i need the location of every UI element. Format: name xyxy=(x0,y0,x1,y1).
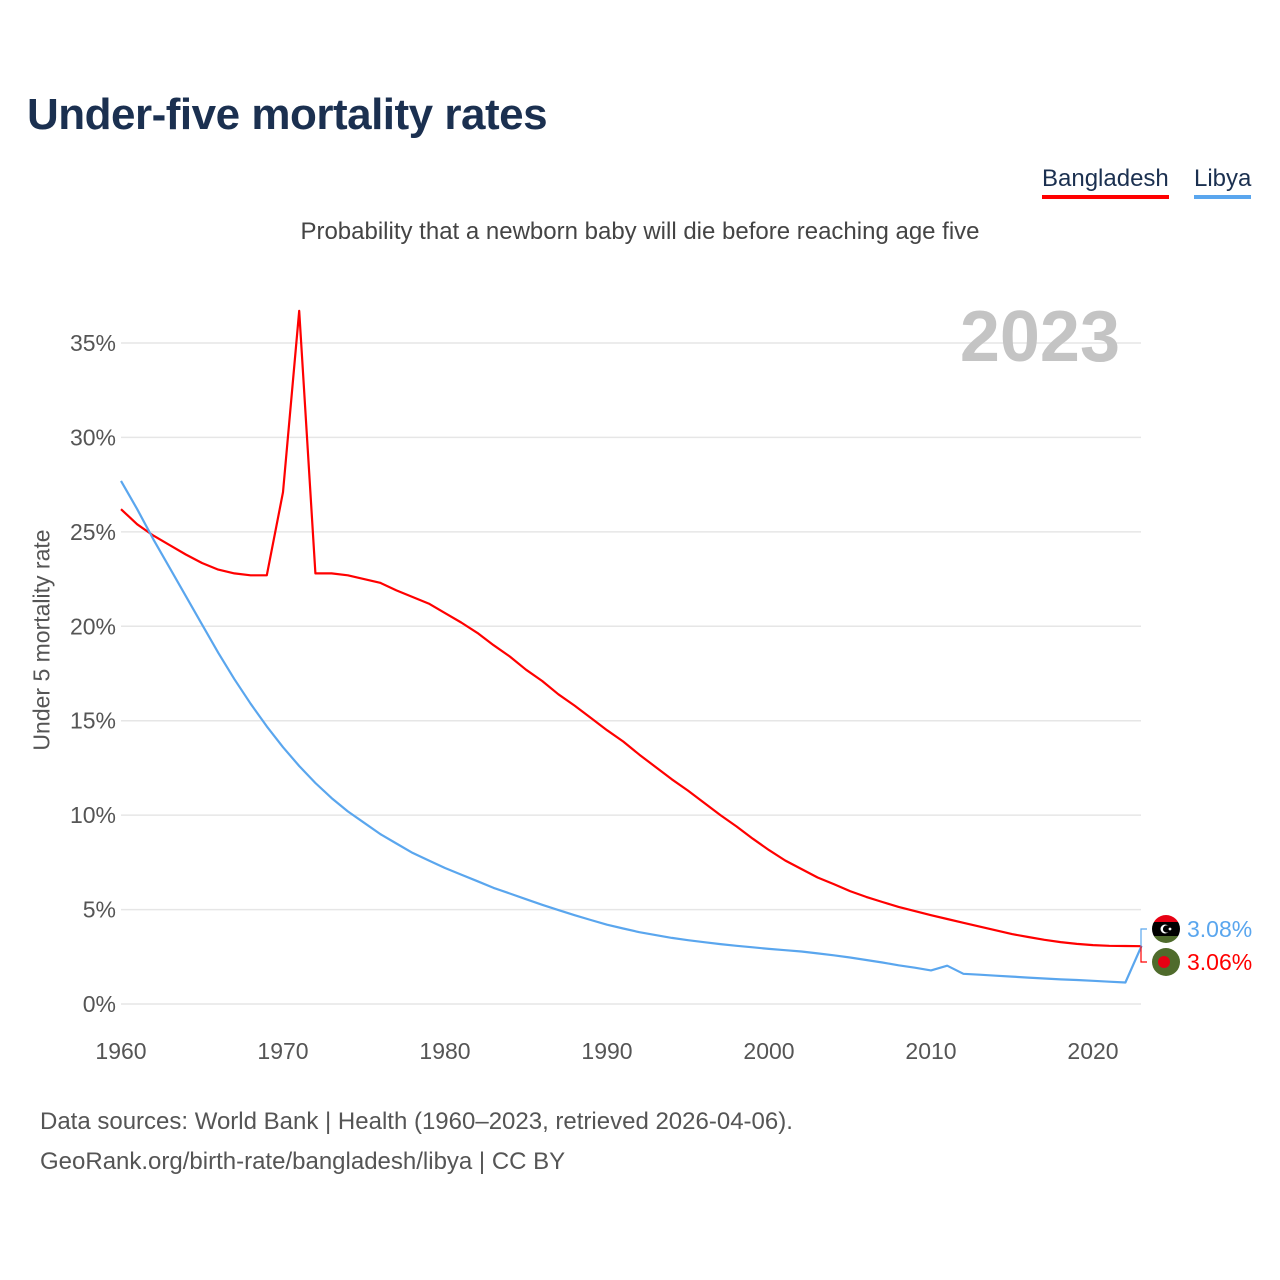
legend-item-libya[interactable]: Libya xyxy=(1194,165,1252,199)
series-line-bangladesh xyxy=(120,309,1142,948)
x-tick-label: 1980 xyxy=(419,1038,470,1064)
y-tick-label: 15% xyxy=(70,708,116,734)
end-value-label: 3.06% xyxy=(1187,949,1252,975)
footer-attribution: GeoRank.org/birth-rate/bangladesh/libya … xyxy=(40,1148,566,1175)
y-tick-label: 20% xyxy=(70,613,116,639)
chart-subtitle: Probability that a newborn baby will die… xyxy=(300,218,980,245)
legend-item-bangladesh[interactable]: Bangladesh xyxy=(1042,165,1169,199)
x-tick-label: 1970 xyxy=(257,1038,308,1064)
flag-stripe xyxy=(1152,915,1180,922)
x-tick-label: 2020 xyxy=(1067,1038,1118,1064)
chart-title: Under-five mortality rates xyxy=(27,90,548,139)
crescent-cut xyxy=(1162,925,1171,933)
flag-stripe xyxy=(1152,936,1180,943)
x-tick-label: 1960 xyxy=(95,1038,146,1064)
y-tick-label: 10% xyxy=(70,802,116,828)
x-tick-label: 2000 xyxy=(743,1038,794,1064)
y-tick-label: 25% xyxy=(70,519,116,545)
series-line-libya xyxy=(120,480,1143,984)
end-value-label: 3.08% xyxy=(1187,916,1252,942)
footer-sources: Data sources: World Bank | Health (1960–… xyxy=(40,1108,793,1135)
end-connector xyxy=(1140,946,1147,963)
x-tick-label: 1990 xyxy=(581,1038,632,1064)
bangladesh-flag-icon xyxy=(1152,948,1180,976)
flag-body xyxy=(1152,915,1180,943)
flag-disc xyxy=(1158,956,1170,968)
libya-flag-icon xyxy=(1152,915,1180,943)
star xyxy=(1168,927,1172,931)
y-tick-label: 0% xyxy=(83,991,116,1017)
y-tick-label: 5% xyxy=(83,897,116,923)
end-connector xyxy=(1140,928,1147,946)
y-tick-label: 30% xyxy=(70,424,116,450)
x-tick-label: 2010 xyxy=(905,1038,956,1064)
y-tick-label: 35% xyxy=(70,330,116,356)
year-watermark: 2023 xyxy=(960,297,1120,377)
